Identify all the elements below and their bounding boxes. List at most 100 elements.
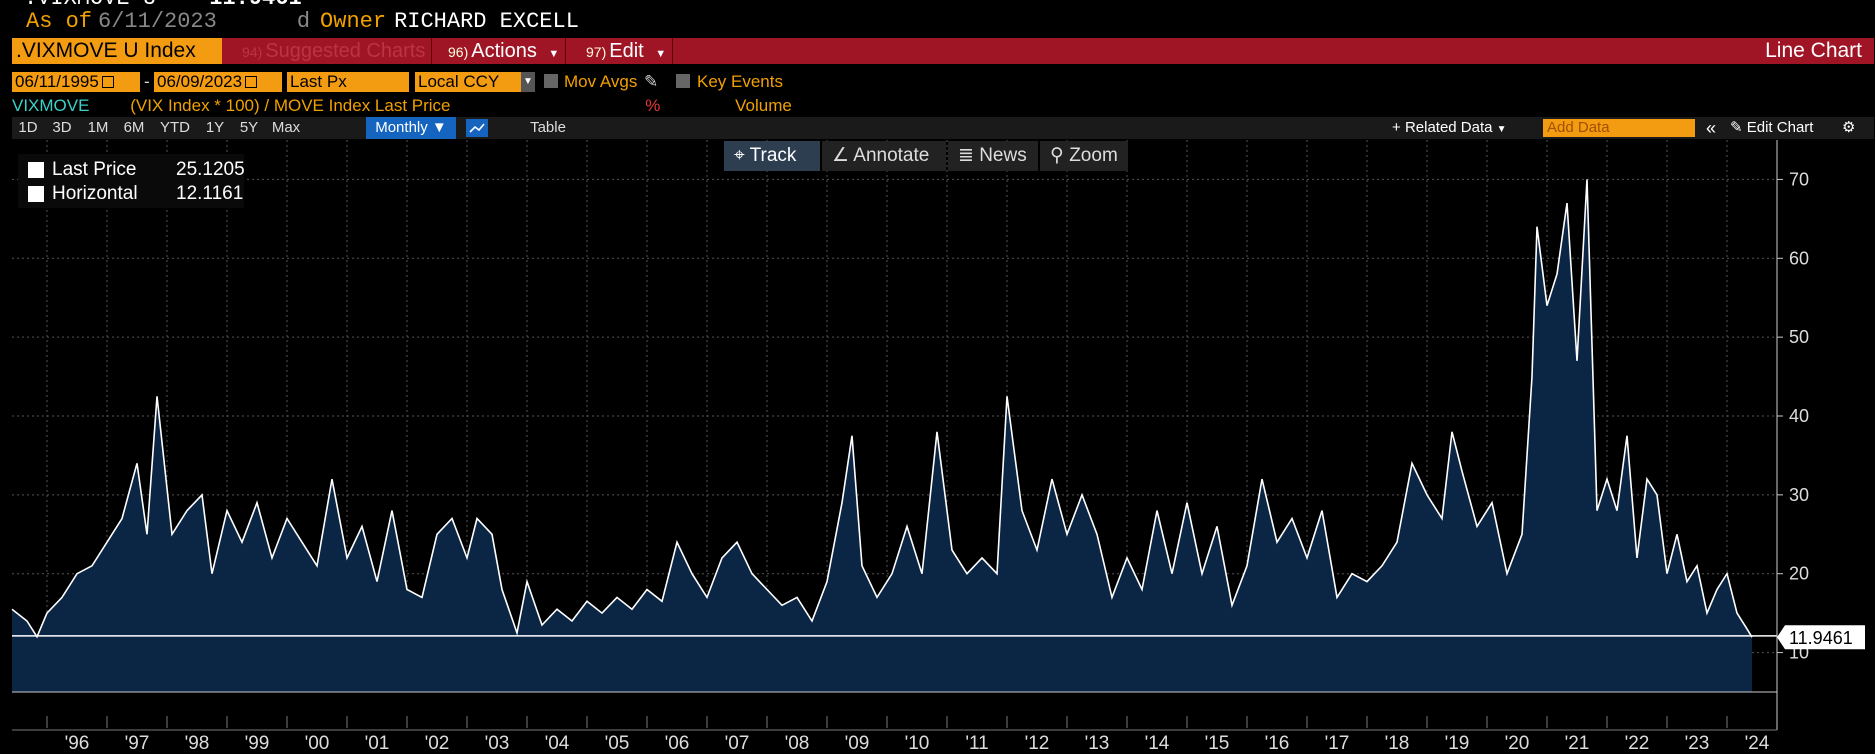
- top-ticker-value: 11.9461: [209, 0, 301, 11]
- series-row: VIXMOVE (VIX Index * 100) / MOVE Index L…: [12, 96, 792, 116]
- pencil-icon[interactable]: ✎: [644, 72, 659, 91]
- collapse-icon[interactable]: «: [1706, 118, 1717, 138]
- period-button-5y[interactable]: 5Y: [239, 119, 259, 136]
- pencil-icon: ✎: [1730, 119, 1743, 136]
- legend-name: Horizontal: [52, 183, 138, 204]
- start-date-field[interactable]: 06/11/1995: [12, 72, 140, 92]
- chart-legend: Last Price 25.1205 Horizontal 12.1161: [18, 154, 245, 208]
- series-formula: (VIX Index * 100) / MOVE Index Last Pric…: [130, 96, 451, 115]
- suggested-charts-label: Suggested Charts: [265, 40, 426, 62]
- x-tick-label: '23: [1685, 733, 1710, 754]
- x-tick-label: '21: [1565, 733, 1590, 754]
- series-ticker: VIXMOVE: [12, 96, 90, 115]
- x-tick-label: '01: [365, 733, 390, 754]
- actions-button[interactable]: 96) Actions ▼: [442, 38, 567, 64]
- price-field-select[interactable]: Last Px: [287, 72, 409, 92]
- edit-label: Edit: [609, 40, 644, 62]
- edit-chart-button[interactable]: ✎ Edit Chart: [1730, 117, 1813, 139]
- d-label: d: [296, 9, 311, 34]
- period-button-1y[interactable]: 1Y: [205, 119, 225, 136]
- table-button[interactable]: Table: [530, 119, 566, 136]
- chevron-down-icon: ▼: [521, 72, 535, 92]
- x-tick-label: '07: [725, 733, 750, 754]
- top-ticker-text: .VIXMOVE U: [24, 0, 156, 11]
- frequency-caret-icon: ▼: [431, 119, 447, 136]
- y-tick-label: 30: [1789, 485, 1809, 505]
- x-tick-label: '15: [1205, 733, 1230, 754]
- calendar-icon[interactable]: [101, 76, 114, 88]
- add-data-input[interactable]: Add Data: [1543, 119, 1695, 137]
- y-tick-label: 20: [1789, 564, 1809, 584]
- x-tick-label: '10: [905, 733, 930, 754]
- x-tick-label: '99: [245, 733, 270, 754]
- x-tick-label: '20: [1505, 733, 1530, 754]
- key-events-label: Key Events: [697, 72, 783, 91]
- x-tick-label: '04: [545, 733, 570, 754]
- period-bar: 1D 3D 1M 6M YTD 1Y 5Y Max Monthly ▼ Table + Rel…: [12, 117, 1874, 139]
- news-button[interactable]: ≣ News: [948, 141, 1038, 171]
- key-events-checkbox[interactable]: [676, 74, 690, 88]
- series-line: [11, 179, 1753, 639]
- function-toolbar: .VIXMOVE U Index 94) Suggested Charts 96)…: [12, 38, 1874, 64]
- track-label: Track: [749, 145, 797, 166]
- chart-type-label: Line Chart: [1765, 39, 1862, 62]
- legend-name: Last Price: [52, 159, 137, 180]
- percent-label: %: [645, 96, 661, 115]
- currency-value: Local CCY: [418, 72, 500, 91]
- plus-icon: +: [1392, 119, 1401, 136]
- period-button-1m[interactable]: 1M: [87, 119, 109, 136]
- actions-num: 96): [448, 44, 469, 60]
- period-button-ytd[interactable]: YTD: [160, 119, 190, 136]
- period-button-1d[interactable]: 1D: [18, 119, 38, 136]
- edit-chart-label: Edit Chart: [1746, 119, 1814, 136]
- period-button-6m[interactable]: 6M: [123, 119, 145, 136]
- line-chart-icon[interactable]: [466, 119, 488, 137]
- edit-num: 97): [586, 44, 607, 60]
- x-tick-label: '03: [485, 733, 510, 754]
- track-button[interactable]: ⌖ Track: [724, 141, 820, 171]
- end-date-field[interactable]: 06/09/2023: [154, 72, 282, 92]
- chart-area[interactable]: 10 20 30 40 50 60 70'96'97'98'99'00'01'02'03'0…: [0, 140, 1875, 754]
- currency-select[interactable]: Local CCY ▼: [415, 72, 535, 92]
- y-tick-label: 60: [1789, 248, 1809, 268]
- chart-svg[interactable]: 10203040506070'96'97'98'99'00'01'02'03'0…: [0, 140, 1875, 754]
- y-tick-label: 40: [1789, 406, 1809, 426]
- news-icon: ≣: [958, 145, 974, 166]
- annotate-button[interactable]: ∠ Annotate: [822, 141, 946, 171]
- end-date-value: 06/09/2023: [157, 72, 243, 91]
- news-label: News: [979, 145, 1027, 166]
- x-tick-label: '18: [1385, 733, 1410, 754]
- suggested-charts-num: 94): [242, 44, 263, 60]
- zoom-icon: ⚲: [1050, 145, 1064, 166]
- edit-button[interactable]: 97) Edit ▼: [580, 38, 674, 64]
- y-tick-label: 70: [1789, 169, 1809, 189]
- ticker-field[interactable]: .VIXMOVE U Index: [12, 38, 222, 64]
- mov-avgs-checkbox[interactable]: [544, 74, 558, 88]
- as-of-label: As of: [26, 9, 93, 34]
- as-of-date: 6/11/2023: [98, 9, 217, 34]
- related-data-button[interactable]: + Related Data ▼: [1392, 117, 1507, 139]
- zoom-label: Zoom: [1069, 145, 1118, 166]
- x-tick-label: '16: [1265, 733, 1290, 754]
- legend-swatch: [28, 186, 44, 202]
- owner-label: Owner: [320, 9, 387, 34]
- pen-icon: ∠: [832, 145, 850, 166]
- suggested-charts-button[interactable]: 94) Suggested Charts: [236, 38, 433, 64]
- x-tick-label: '96: [65, 733, 90, 754]
- frequency-value: Monthly: [375, 119, 428, 136]
- as-of-row: As of 6/11/2023 d Owner RICHARD EXCELL: [26, 9, 579, 37]
- x-tick-label: '17: [1325, 733, 1350, 754]
- series-area-fill: [12, 179, 1752, 692]
- calendar-icon[interactable]: [245, 76, 258, 88]
- volume-label: Volume: [735, 96, 792, 115]
- frequency-select[interactable]: Monthly ▼: [366, 117, 456, 139]
- period-button-3d[interactable]: 3D: [52, 119, 72, 136]
- period-button-max[interactable]: Max: [271, 119, 301, 136]
- gear-icon[interactable]: ⚙: [1842, 119, 1856, 136]
- x-tick-label: '12: [1025, 733, 1050, 754]
- x-tick-label: '97: [125, 733, 150, 754]
- zoom-button[interactable]: ⚲ Zoom: [1040, 141, 1128, 171]
- x-tick-label: '11: [965, 733, 988, 754]
- date-separator: -: [144, 72, 150, 91]
- actions-label: Actions: [471, 40, 537, 62]
